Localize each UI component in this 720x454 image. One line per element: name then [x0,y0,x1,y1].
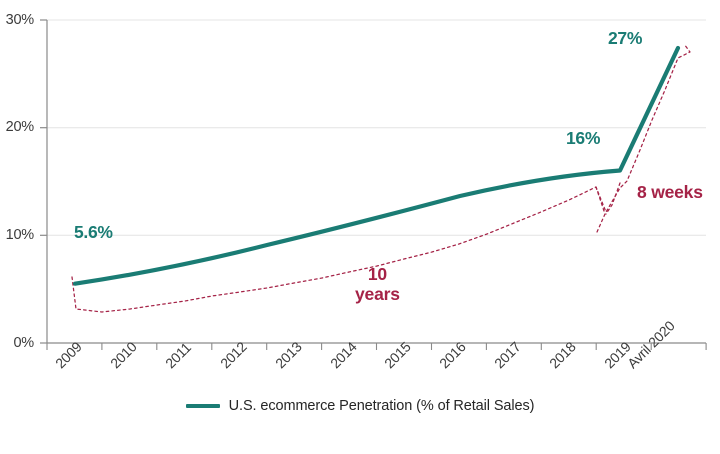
annotation-bracket-dotted [71,43,691,313]
legend-label-ecommerce-penetration: U.S. ecommerce Penetration (% of Retail … [228,398,535,414]
ytick-label-10: 10% [5,227,35,243]
gridlines [47,19,706,236]
data-label-kink-value: 16% [566,128,601,148]
annotation-10-years: 10 years [355,264,400,304]
data-label-peak-value: 27% [608,28,643,48]
data-label-first-value: 5.6% [74,222,113,242]
annotation-8-weeks: 8 weeks [637,182,703,202]
legend-swatch-ecommerce-penetration [185,404,220,408]
y-axis [40,19,48,344]
ytick-label-0: 0% [13,335,34,351]
annotation-10-years-line2: years [355,283,400,304]
ytick-label-30: 30% [5,12,35,28]
x-axis [46,342,707,350]
chart-legend: U.S. ecommerce Penetration (% of Retail … [0,398,720,414]
ytick-label-20: 20% [5,119,35,135]
annotation-10-years-line1: 10 [367,264,387,284]
series-line-ecommerce-penetration [72,45,681,286]
